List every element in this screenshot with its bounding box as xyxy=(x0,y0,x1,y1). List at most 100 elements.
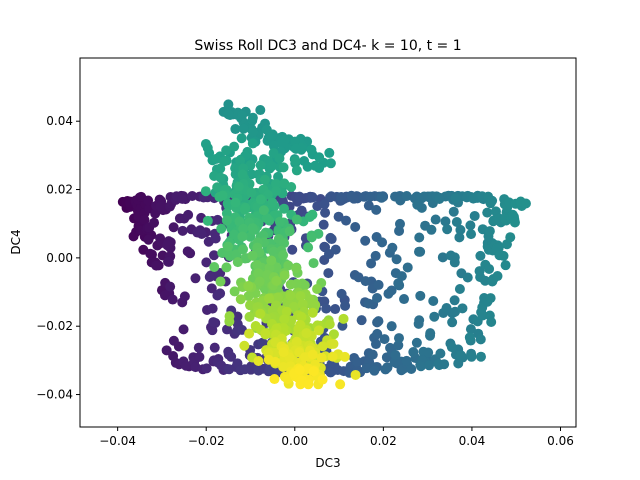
scatter-point xyxy=(284,226,295,237)
scatter-point xyxy=(373,316,384,327)
scatter-point xyxy=(215,172,226,183)
scatter-point xyxy=(229,286,240,297)
scatter-point xyxy=(318,219,329,230)
scatter-point xyxy=(323,268,334,279)
scatter-point xyxy=(177,225,188,236)
scatter-point xyxy=(437,252,448,263)
scatter-point xyxy=(320,207,331,218)
scatter-point xyxy=(202,142,213,153)
scatter-point xyxy=(230,124,241,135)
scatter-point xyxy=(469,210,480,221)
scatter-point xyxy=(335,379,346,390)
scatter-point xyxy=(500,260,511,271)
scatter-point xyxy=(276,138,287,149)
scatter-point xyxy=(465,220,476,231)
scatter-point xyxy=(215,276,226,287)
scatter-point xyxy=(247,112,258,123)
scatter-point xyxy=(253,268,264,279)
scatter-point xyxy=(283,260,294,271)
scatter-point xyxy=(485,293,496,304)
scatter-point xyxy=(328,338,339,349)
scatter-point xyxy=(229,141,240,152)
scatter-point xyxy=(307,192,318,203)
points-layer xyxy=(117,99,531,390)
scatter-point xyxy=(279,314,290,325)
scatter-point xyxy=(146,249,157,260)
scatter-point xyxy=(372,328,383,339)
scatter-point xyxy=(273,292,284,303)
scatter-point xyxy=(434,193,445,204)
scatter-point xyxy=(226,351,237,362)
scatter-point xyxy=(237,231,248,242)
scatter-point xyxy=(306,144,317,155)
y-tick-label: 0.04 xyxy=(46,114,73,128)
scatter-point xyxy=(440,216,451,227)
scatter-point xyxy=(382,362,393,373)
scatter-point xyxy=(482,207,493,218)
scatter-point xyxy=(376,192,387,203)
scatter-point xyxy=(330,244,341,255)
scatter-point xyxy=(207,303,218,314)
scatter-point xyxy=(308,366,319,377)
scatter-point xyxy=(155,201,166,212)
scatter-point xyxy=(317,374,328,385)
scatter-point xyxy=(255,160,266,171)
scatter-point xyxy=(291,263,302,274)
scatter-point xyxy=(474,266,485,277)
scatter-point xyxy=(448,206,459,217)
scatter-point xyxy=(324,147,335,158)
y-axis: −0.04 −0.02 0.00 0.02 0.04 xyxy=(36,114,80,402)
y-tick-label: 0.02 xyxy=(46,183,73,197)
scatter-point xyxy=(402,262,413,273)
scatter-point xyxy=(505,232,516,243)
scatter-point xyxy=(143,195,154,206)
scatter-point xyxy=(224,364,235,375)
scatter-point xyxy=(449,295,460,306)
scatter-point xyxy=(286,182,297,193)
scatter-point xyxy=(258,205,269,216)
y-tick-label: −0.02 xyxy=(36,319,73,333)
chart-title: Swiss Roll DC3 and DC4- k = 10, t = 1 xyxy=(194,38,461,54)
scatter-point xyxy=(259,174,270,185)
scatter-point xyxy=(236,133,247,144)
scatter-point xyxy=(278,250,289,261)
x-tick-label: 0.00 xyxy=(281,434,308,448)
scatter-point xyxy=(161,345,172,356)
scatter-point xyxy=(168,335,179,346)
scatter-point xyxy=(338,313,349,324)
scatter-point xyxy=(165,281,176,292)
scatter-point xyxy=(151,260,162,271)
scatter-point xyxy=(370,250,381,261)
scatter-point xyxy=(234,216,245,227)
scatter-point xyxy=(255,105,266,116)
scatter-point xyxy=(465,324,476,335)
scatter-point xyxy=(449,252,460,263)
scatter-point xyxy=(406,363,417,374)
scatter-point xyxy=(426,224,437,235)
scatter-point xyxy=(301,328,312,339)
scatter-point xyxy=(493,243,504,254)
scatter-point xyxy=(450,193,461,204)
scatter-point xyxy=(297,299,308,310)
y-tick-label: −0.04 xyxy=(36,388,73,402)
scatter-point xyxy=(466,229,477,240)
scatter-point xyxy=(290,143,301,154)
scatter-point xyxy=(206,283,217,294)
scatter-point xyxy=(278,361,289,372)
scatter-point xyxy=(447,317,458,328)
scatter-point xyxy=(509,217,520,228)
scatter-point xyxy=(340,300,351,311)
scatter-point xyxy=(414,315,425,326)
scatter-point xyxy=(279,203,290,214)
scatter-point xyxy=(285,290,296,301)
scatter-point xyxy=(314,152,325,163)
scatter-point xyxy=(411,337,422,348)
scatter-point xyxy=(484,226,495,237)
scatter-point xyxy=(291,214,302,225)
scatter-point xyxy=(394,218,405,229)
scatter-point xyxy=(223,109,234,120)
scatter-point xyxy=(308,258,319,269)
scatter-point xyxy=(457,303,468,314)
scatter-point xyxy=(294,191,305,202)
